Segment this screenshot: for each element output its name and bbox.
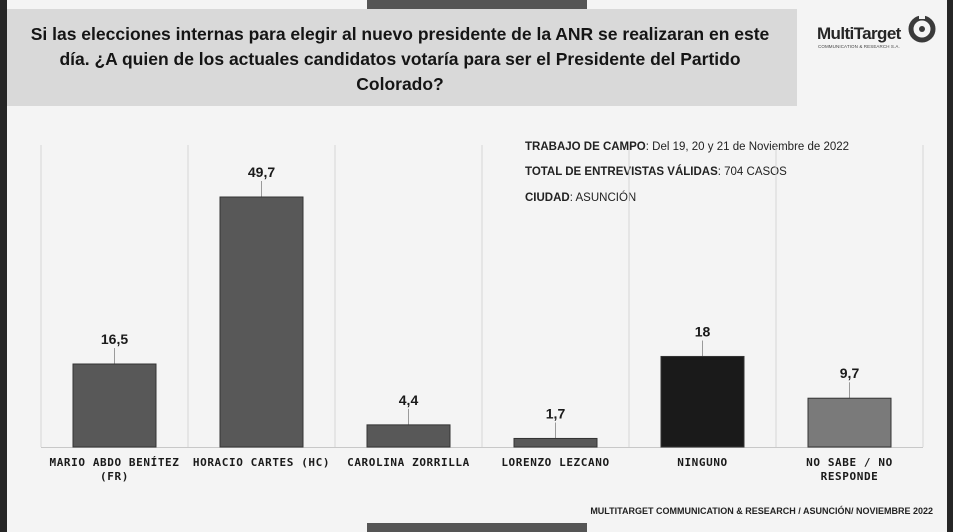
category-label: NO SABE / NO [806, 456, 893, 469]
logo-wordmark: MultiTarget [817, 24, 901, 43]
data-label: 16,5 [101, 331, 128, 347]
bar-chart: 16,5 MARIO ABDO BENÍTEZ(FR) 49,7 HORACIO CA… [40, 145, 924, 483]
slide: Si las elecciones internas para elegir a… [7, 0, 947, 532]
bar [807, 397, 892, 448]
interviews-value: : 704 CASOS [717, 166, 787, 178]
data-label: 9,7 [840, 365, 860, 381]
category-label: LORENZO LEZCANO [501, 456, 609, 469]
footer-credit: MULTITARGET COMMUNICATION & RESEARCH / A… [590, 506, 933, 516]
title-box: Si las elecciones internas para elegir a… [7, 9, 797, 106]
top-strip [367, 0, 587, 9]
interviews-line: TOTAL DE ENTREVISTAS VÁLIDAS: 704 CASOS [525, 166, 787, 178]
data-label: 1,7 [546, 405, 566, 421]
bar [660, 355, 745, 448]
bar [513, 437, 598, 448]
multitarget-logo: MultiTarget COMMUNICATION & RESEARCH S.A… [817, 14, 942, 58]
category-label: MARIO ABDO BENÍTEZ [49, 456, 179, 469]
city-value: : ASUNCIÓN [569, 192, 637, 204]
logo-tagline: COMMUNICATION & RESEARCH S.A. [818, 44, 900, 49]
chart-title: Si las elecciones internas para elegir a… [30, 24, 770, 94]
bar [366, 424, 451, 448]
city-line: CIUDAD: ASUNCIÓN [525, 192, 636, 204]
data-label: 18 [695, 323, 711, 339]
bar [219, 196, 304, 448]
bar [72, 363, 157, 448]
fieldwork-value: : Del 19, 20 y 21 de Noviembre de 2022 [645, 141, 850, 153]
data-label: 49,7 [248, 164, 275, 180]
category-label: NINGUNO [677, 456, 728, 469]
category-label: CAROLINA ZORRILLA [347, 456, 470, 469]
bottom-strip [367, 523, 587, 532]
category-label: HORACIO CARTES (HC) [193, 456, 330, 469]
interviews-label: TOTAL DE ENTREVISTAS VÁLIDAS [525, 166, 718, 178]
logo-ring-icon [908, 14, 936, 43]
fieldwork-label: TRABAJO DE CAMPO [525, 141, 646, 153]
fieldwork-line: TRABAJO DE CAMPO: Del 19, 20 y 21 de Nov… [525, 141, 849, 153]
category-label: RESPONDE [821, 470, 879, 483]
data-label: 4,4 [399, 392, 419, 408]
city-label: CIUDAD [525, 192, 570, 204]
category-label: (FR) [100, 470, 129, 483]
